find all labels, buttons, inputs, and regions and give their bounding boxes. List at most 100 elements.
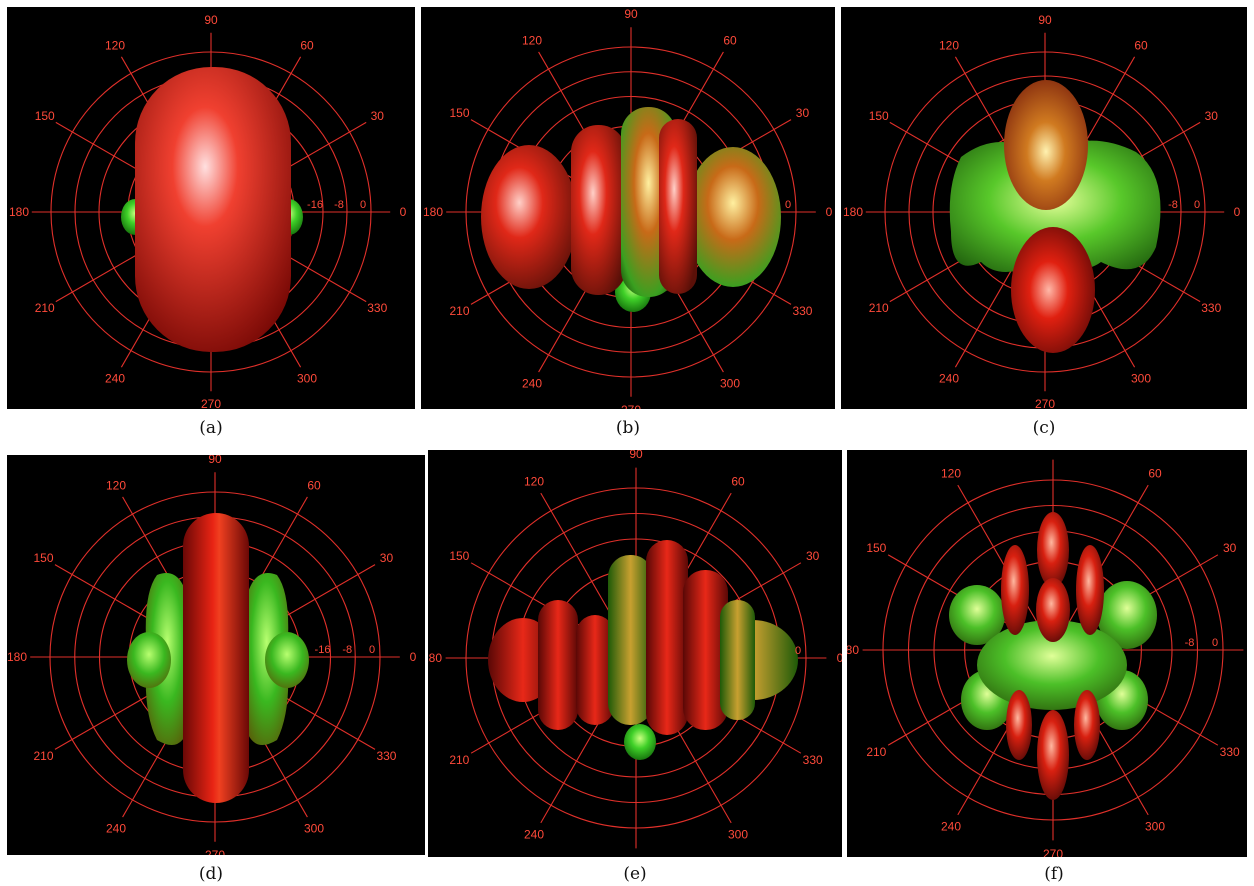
angle-tick-label: 300 [297, 371, 317, 385]
lobe-ul [949, 585, 1005, 645]
ring-label: -8 [1185, 637, 1195, 649]
ring-label: 0 [369, 644, 375, 656]
caption-f: (f) [1044, 864, 1064, 884]
ring-label: 0 [795, 645, 801, 657]
angle-tick-label: 0 [410, 650, 417, 664]
angle-tick-label: 330 [803, 753, 823, 767]
lobe-5 [683, 570, 728, 730]
angle-tick-label: 210 [869, 301, 889, 315]
lobe-6 [720, 600, 755, 720]
angle-tick-label: 210 [34, 749, 54, 763]
angle-tick-label: 60 [1134, 39, 1148, 53]
angle-tick-label: 300 [1131, 371, 1151, 385]
main-lobe [135, 67, 291, 352]
angle-tick-label: 180 [7, 650, 27, 664]
angle-tick-label: 330 [792, 304, 812, 318]
angle-tick-label: 150 [34, 551, 54, 565]
side-lobe-left-outer [127, 632, 171, 688]
lobe-left [481, 145, 577, 289]
angle-tick-label: 240 [105, 371, 125, 385]
angle-tick-label: 150 [869, 109, 889, 123]
lobe-right [685, 147, 781, 287]
lobe-bottom [624, 724, 656, 760]
lobe-center-right [659, 119, 697, 294]
angle-tick-label: 60 [300, 39, 314, 53]
panel-a: 0 30 60 90 120 150 180 210 240 270 300 330 -16 -8 0 [7, 7, 415, 409]
angle-tick-label: 180 [428, 651, 442, 665]
lobe-top [1004, 80, 1088, 210]
angle-tick-label: 300 [720, 376, 740, 390]
panel-d: 0 30 60 90 120 150 180 210 240 270 300 330 -16 -8 0 [7, 455, 425, 855]
lobe-center-left [571, 125, 626, 295]
lobe-b1 [1006, 690, 1032, 760]
lobe-t1 [1001, 545, 1029, 635]
angle-tick-label: 60 [723, 34, 737, 48]
angle-tick-label: 300 [1145, 820, 1165, 834]
angle-tick-label: 90 [1046, 450, 1060, 453]
angle-tick-label: 150 [35, 109, 55, 123]
angle-tick-label: 330 [1220, 745, 1240, 759]
angle-tick-label: 270 [205, 848, 225, 855]
angle-tick-label: 270 [1043, 847, 1063, 857]
angle-tick-label: 30 [806, 549, 820, 563]
angle-tick-label: 270 [626, 855, 646, 857]
angle-tick-label: 0 [826, 205, 833, 219]
lobe-bottom [1011, 227, 1095, 353]
polar-plot-d: 0 30 60 90 120 150 180 210 240 270 300 330 -16 -8 0 [7, 455, 417, 855]
ring-label: -8 [342, 644, 352, 656]
angle-tick-label: 90 [629, 450, 643, 461]
angle-tick-label: 240 [522, 376, 542, 390]
panel-c: 0 30 60 90 120 150 180 210 240 270 300 330 -8 0 [841, 7, 1247, 409]
angle-tick-label: 30 [1205, 109, 1219, 123]
angle-tick-label: 180 [847, 643, 859, 657]
angle-tick-label: 300 [304, 821, 324, 835]
center-body [977, 620, 1127, 710]
polar-plot-e: 0 30 60 90 120 150 180 210 240 270 300 330 0 [428, 450, 842, 857]
ring-label: -16 [315, 644, 331, 656]
angle-tick-label: 210 [35, 301, 55, 315]
ring-label: 0 [1212, 637, 1218, 649]
angle-tick-label: 90 [208, 455, 222, 466]
angle-tick-label: 120 [524, 474, 544, 488]
angle-tick-label: 210 [866, 745, 886, 759]
lobe-ur [1097, 581, 1157, 649]
angle-tick-label: 90 [1038, 13, 1052, 27]
angle-tick-label: 180 [9, 205, 29, 219]
angle-tick-label: 330 [367, 301, 387, 315]
lobe-t2 [1076, 545, 1104, 635]
polar-plot-a: 0 30 60 90 120 150 180 210 240 270 300 330 -16 -8 0 [9, 13, 407, 409]
ring-label: -8 [1168, 199, 1178, 211]
angle-tick-label: 240 [941, 820, 961, 834]
caption-d: (d) [198, 864, 224, 884]
angle-tick-label: 300 [728, 828, 748, 842]
angle-tick-label: 0 [837, 651, 842, 665]
angle-tick-label: 30 [1223, 541, 1237, 555]
angle-tick-label: 330 [376, 749, 396, 763]
angle-tick-label: 120 [105, 39, 125, 53]
angle-tick-label: 270 [201, 397, 221, 409]
panel-e: 0 30 60 90 120 150 180 210 240 270 300 330 0 [428, 450, 842, 857]
ring-label: -8 [334, 199, 344, 211]
angle-tick-label: 60 [1148, 466, 1162, 480]
angle-tick-label: 150 [450, 106, 470, 120]
angle-tick-label: 120 [941, 466, 961, 480]
lobe-bottom [1037, 710, 1069, 800]
angle-tick-label: 180 [843, 205, 863, 219]
lobe-2 [576, 615, 614, 725]
main-lobe [183, 513, 249, 803]
lobe-b2 [1074, 690, 1100, 760]
angle-tick-label: 30 [380, 551, 394, 565]
ring-label: 0 [785, 199, 791, 211]
angle-tick-label: 180 [423, 205, 443, 219]
lobe-3 [608, 555, 653, 725]
angle-tick-label: 210 [450, 304, 470, 318]
lobe-1 [538, 600, 578, 730]
angle-tick-label: 240 [106, 821, 126, 835]
caption-b: (b) [615, 418, 641, 438]
caption-c: (c) [1032, 418, 1056, 438]
angle-tick-label: 0 [1234, 205, 1241, 219]
caption-a: (a) [199, 418, 223, 438]
lobe-4 [646, 540, 688, 735]
angle-tick-label: 120 [939, 39, 959, 53]
